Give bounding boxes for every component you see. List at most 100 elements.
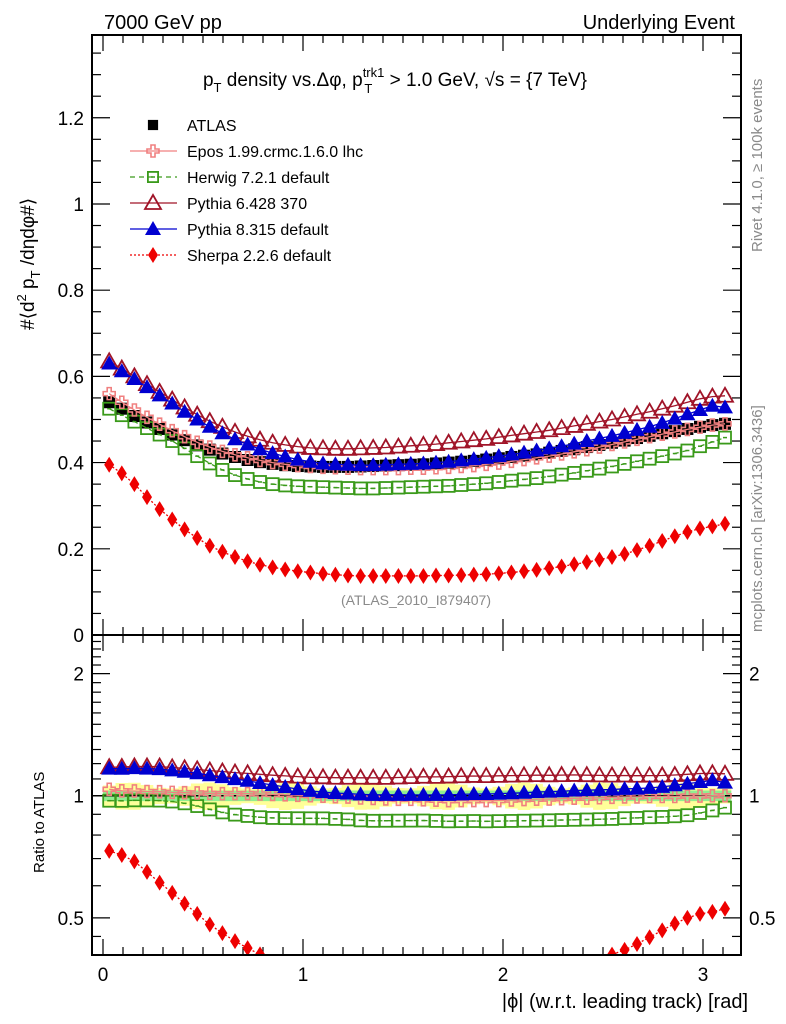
- data-point: [328, 480, 343, 495]
- x-tick-label: 1: [298, 965, 309, 986]
- data-point: [642, 810, 657, 825]
- data-point: [252, 775, 268, 790]
- legend-item: Herwig 7.2.1 default: [130, 170, 330, 187]
- data-point: [692, 402, 708, 416]
- data-point: [668, 425, 682, 439]
- data-point: [165, 423, 179, 438]
- data-point: [669, 528, 680, 545]
- series-line: [108, 850, 726, 955]
- data-point: [426, 434, 446, 451]
- data-point: [355, 567, 366, 584]
- data-point: [454, 814, 469, 829]
- data-point: [154, 501, 165, 518]
- data-point: [139, 379, 155, 394]
- x-tick-label: 2: [498, 965, 509, 986]
- data-point: [401, 435, 421, 453]
- data-point: [230, 933, 240, 950]
- data-point: [402, 455, 419, 470]
- y-tick-label: 1.2: [58, 109, 84, 130]
- data-point: [313, 767, 333, 785]
- data-point: [517, 472, 531, 487]
- data-point: [428, 454, 444, 469]
- data-point: [101, 355, 118, 370]
- data-point: [401, 767, 421, 785]
- data-point: [431, 567, 441, 584]
- x-tick-label: 3: [698, 965, 709, 986]
- data-point: [704, 772, 721, 787]
- data-point: [376, 437, 396, 455]
- data-point: [214, 425, 231, 440]
- data-point: [589, 411, 609, 429]
- data-point: [230, 548, 240, 565]
- data-point: [204, 537, 215, 554]
- y-tick-label: 0.6: [58, 367, 84, 388]
- main-series: [99, 351, 735, 584]
- data-point: [292, 563, 303, 580]
- data-point: [365, 457, 382, 472]
- data-point: [289, 451, 306, 466]
- legend-label: Pythia 8.315 default: [187, 222, 329, 239]
- data-point: [140, 410, 154, 425]
- data-point: [340, 456, 356, 471]
- data-point: [164, 762, 181, 777]
- data-point: [616, 424, 633, 439]
- data-point: [265, 477, 280, 492]
- main-panel: 00.20.40.60.811.2 pT density vs.Δφ, ptrk…: [14, 34, 742, 647]
- data-point: [142, 489, 152, 506]
- y-tick-label: 0.5: [58, 909, 84, 930]
- data-point: [228, 448, 242, 462]
- data-point: [566, 435, 583, 450]
- data-point: [468, 566, 479, 583]
- data-point: [693, 789, 707, 803]
- data-point: [227, 431, 243, 446]
- data-point: [104, 842, 115, 859]
- data-point: [668, 789, 682, 804]
- data-point: [592, 461, 607, 476]
- series-herwig: [102, 793, 732, 829]
- legend: ATLAS Epos 1.99.crmc.1.6.0 lhc Herwig 7.2.…: [130, 118, 363, 265]
- data-point: [465, 786, 482, 801]
- data-point: [127, 784, 142, 798]
- data-point: [415, 786, 432, 801]
- data-point: [553, 438, 570, 453]
- data-point: [615, 407, 635, 424]
- series-sherpa: [104, 842, 730, 955]
- data-point: [680, 443, 695, 458]
- data-point: [629, 421, 645, 436]
- data-point: [642, 451, 657, 466]
- data-point: [604, 427, 620, 442]
- legend-label: Herwig 7.2.1 default: [187, 170, 330, 187]
- data-point: [632, 542, 642, 559]
- data-point: [514, 423, 534, 441]
- data-point: [405, 567, 416, 584]
- data-point: [680, 789, 695, 803]
- data-point: [146, 144, 160, 158]
- data-point: [113, 363, 130, 378]
- data-point: [376, 768, 396, 785]
- data-point: [201, 767, 218, 782]
- data-point: [151, 387, 168, 402]
- data-point: [215, 805, 230, 820]
- data-point: [402, 786, 419, 801]
- y-tick-label: 1: [73, 787, 84, 808]
- data-point: [177, 785, 192, 800]
- data-point: [217, 925, 228, 942]
- legend-label: Pythia 6.428 370: [187, 196, 307, 213]
- ratio-panel: 0.5 0.5 1 1 2 2 0 1 2 3 Ratio to ATLAS |ϕ| (w.r.…: [31, 634, 775, 1013]
- data-point: [490, 785, 507, 800]
- series-pythia: [101, 355, 733, 472]
- data-point: [214, 769, 231, 784]
- data-point: [552, 418, 572, 436]
- data-point: [255, 946, 265, 955]
- data-point: [352, 457, 369, 472]
- data-point: [191, 439, 204, 452]
- data-point: [644, 537, 655, 554]
- data-point: [451, 431, 471, 449]
- legend-label: Epos 1.99.crmc.1.6.0 lhc: [187, 144, 363, 161]
- marker-shape: [146, 170, 159, 183]
- data-point: [554, 467, 569, 482]
- data-point: [707, 903, 718, 920]
- data-point: [390, 456, 407, 471]
- data-point: [454, 478, 469, 492]
- data-point: [705, 803, 720, 818]
